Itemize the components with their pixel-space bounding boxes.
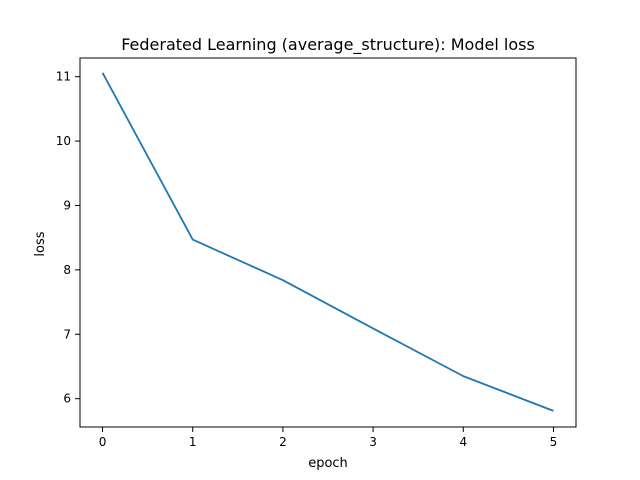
x-tick-label: 0	[99, 435, 107, 449]
y-tick-label: 6	[63, 392, 71, 406]
y-tick-label: 7	[63, 327, 71, 341]
y-axis-label: loss	[33, 231, 48, 256]
x-tick-label: 3	[369, 435, 377, 449]
y-tick-label: 9	[63, 198, 71, 212]
x-tick-label: 2	[279, 435, 287, 449]
y-tick-label: 8	[63, 263, 71, 277]
x-tick-label: 4	[459, 435, 467, 449]
y-tick-label: 11	[56, 70, 71, 84]
x-tick-label: 1	[189, 435, 197, 449]
x-tick-label: 5	[550, 435, 558, 449]
x-axis-label: epoch	[308, 456, 348, 471]
chart-title: Federated Learning (average_structure): …	[121, 35, 535, 55]
loss-series-line	[101, 72, 554, 412]
y-tick-label: 10	[56, 134, 71, 148]
axes-frame	[79, 57, 577, 428]
plot-area: 0 1 2 3 4 5 6 7 8 9 10 11	[56, 57, 577, 449]
